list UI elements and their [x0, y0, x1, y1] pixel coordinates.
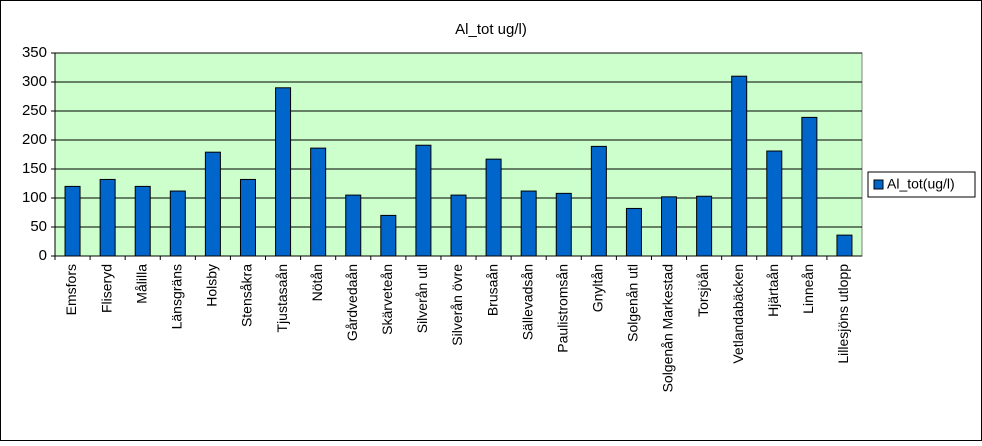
x-tick-label: Silverån övre [449, 264, 465, 346]
x-tick-label: Gnyltån [590, 264, 606, 312]
x-tick-label: Paulistromsån [554, 264, 570, 353]
y-tick-label: 0 [39, 247, 47, 264]
legend-box [867, 171, 976, 198]
bar [345, 194, 362, 257]
bar [731, 75, 748, 257]
x-tick-label: Hjärtaån [765, 264, 781, 317]
x-tick-label: Tjustasaån [274, 264, 290, 332]
x-tick-label: Gårdvedaån [344, 264, 360, 341]
bar [134, 185, 151, 257]
x-tick-label: Linneån [800, 264, 816, 314]
legend-swatch [873, 179, 884, 190]
x-tick-label: Solgenån utl [625, 264, 641, 342]
bar [380, 214, 397, 257]
y-tick-label: 50 [30, 218, 47, 235]
bar [555, 192, 572, 257]
x-tick-label: Emsfors [63, 264, 79, 315]
bar [766, 150, 783, 257]
y-tick-label: 150 [22, 160, 47, 177]
bar [64, 185, 81, 257]
bar [450, 194, 467, 257]
bar [169, 190, 186, 257]
bar [204, 151, 221, 257]
x-tick-label: Vetlandabäcken [730, 264, 746, 364]
x-tick-label: Nötån [309, 264, 325, 301]
bar [625, 207, 642, 257]
bar [415, 144, 432, 257]
legend-label: Al_tot(ug/l) [887, 176, 955, 192]
y-tick-label: 100 [22, 189, 47, 206]
bar [310, 147, 327, 257]
x-tick-label: Solgenån Markestad [660, 264, 676, 392]
x-tick-label: Sällevadsån [519, 264, 535, 340]
y-tick-label: 350 [22, 44, 47, 61]
bar [520, 190, 537, 257]
y-tick-label: 300 [22, 73, 47, 90]
bar [239, 178, 256, 257]
x-tick-label: Lillesjöns utlopp [835, 264, 851, 364]
bar [696, 195, 713, 257]
x-tick-label: Torsjöån [695, 264, 711, 317]
x-tick-label: Brusaån [484, 264, 500, 316]
x-tick-label: Målilla [133, 264, 149, 304]
y-tick-label: 200 [22, 131, 47, 148]
chart-title: Al_tot ug/l) [455, 21, 527, 38]
bar [661, 196, 678, 257]
bar [275, 87, 292, 257]
bar [590, 145, 607, 257]
bar [836, 234, 853, 257]
x-tick-label: Länsgräns [169, 264, 185, 329]
x-tick-label: Skärveteån [379, 264, 395, 335]
x-tick-label: Fliseryd [98, 264, 114, 313]
y-tick-label: 250 [22, 102, 47, 119]
x-tick-label: Silverån utl [414, 264, 430, 333]
bar [801, 116, 818, 257]
x-tick-label: Stensåkra [239, 264, 255, 327]
bar [485, 158, 502, 257]
bar [99, 178, 116, 257]
x-tick-label: Holsby [204, 264, 220, 307]
